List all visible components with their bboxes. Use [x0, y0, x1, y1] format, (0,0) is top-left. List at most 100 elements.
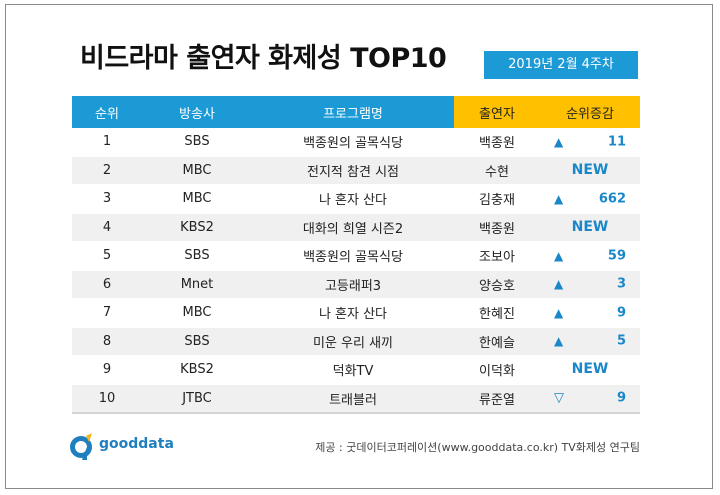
column-header-change: 순위증감 — [540, 96, 640, 128]
performer-cell: 한혜진 — [454, 298, 540, 328]
table-row: 8 SBS 미운 우리 새끼 한예슬 ▲ 5 — [72, 327, 640, 356]
column-header-broadcaster: 방송사 — [142, 96, 252, 128]
broadcaster-cell: MBC — [142, 156, 252, 185]
rank-cell: 7 — [72, 298, 142, 328]
program-cell: 대화의 희열 시즌2 — [252, 213, 454, 242]
rank-cell: 1 — [72, 128, 142, 157]
rank-change: NEW — [540, 356, 640, 384]
gooddata-logo-text: gooddata — [99, 436, 174, 452]
rank-change-value: 3 — [616, 276, 626, 292]
ranking-table-body: 1 SBS 백종원의 골목식당 백종원 ▲ 11 2 MBC 전지적 참견 시점 수현 NEW 3 MB… — [72, 128, 640, 414]
program-cell: 덕화TV — [252, 355, 454, 385]
rank-change: ▲ 5 — [540, 328, 640, 356]
rank-change: NEW — [540, 157, 640, 185]
performer-cell: 한예슬 — [454, 327, 540, 356]
table-row: 3 MBC 나 혼자 산다 김충재 ▲ 662 — [72, 184, 640, 214]
rank-change-value: 662 — [598, 191, 626, 207]
rank-up-arrow-icon: ▲ — [554, 248, 564, 263]
broadcaster-cell: SBS — [142, 128, 252, 157]
rank-up-arrow-icon: ▲ — [554, 277, 564, 292]
broadcaster-cell: KBS2 — [142, 213, 252, 242]
performer-cell: 양승호 — [454, 270, 540, 299]
rank-cell: 5 — [72, 241, 142, 271]
new-entry-badge: NEW — [571, 361, 609, 377]
new-entry-badge: NEW — [571, 161, 609, 178]
rank-cell: 8 — [72, 327, 142, 356]
performer-cell: 이덕화 — [454, 355, 540, 385]
change-cell: ▲ 3 — [540, 270, 640, 299]
rank-change: ▲ 11 — [540, 128, 640, 156]
table-row: 10 JTBC 트래블러 류준열 ▽ 9 — [72, 384, 640, 414]
rank-change-value: 9 — [616, 305, 626, 321]
program-cell: 나 혼자 산다 — [252, 184, 454, 214]
program-cell: 전지적 참견 시점 — [252, 156, 454, 185]
table-row: 6 Mnet 고등래퍼3 양승호 ▲ 3 — [72, 270, 640, 299]
rank-change: ▲ 59 — [540, 242, 640, 270]
rank-change-value: 11 — [607, 134, 626, 150]
program-cell: 미운 우리 새끼 — [252, 327, 454, 356]
performer-cell: 수현 — [454, 156, 540, 185]
broadcaster-cell: KBS2 — [142, 355, 252, 385]
rank-up-arrow-icon: ▲ — [554, 191, 564, 206]
performer-cell: 백종원 — [454, 128, 540, 157]
rank-down-arrow-icon: ▽ — [554, 390, 564, 406]
ranking-table: 순위 방송사 프로그램명 출연자 순위증감 1 SBS 백종원의 골목식당 백종원 ▲ 1… — [72, 96, 640, 414]
change-cell: NEW — [540, 156, 640, 185]
broadcaster-cell: MBC — [142, 298, 252, 328]
change-cell: ▲ 59 — [540, 241, 640, 271]
change-cell: NEW — [540, 213, 640, 242]
rank-cell: 6 — [72, 270, 142, 299]
source-credit: 제공 : 굿데이터코퍼레이션(www.gooddata.co.kr) TV화제성… — [315, 441, 640, 454]
performer-cell: 김충재 — [454, 184, 540, 214]
change-cell: ▲ 5 — [540, 327, 640, 356]
rank-change: ▽ 9 — [540, 385, 640, 413]
rank-cell: 4 — [72, 213, 142, 242]
change-cell: ▽ 9 — [540, 384, 640, 414]
broadcaster-cell: MBC — [142, 184, 252, 214]
rank-change-value: 59 — [607, 248, 626, 264]
table-row: 2 MBC 전지적 참견 시점 수현 NEW — [72, 156, 640, 185]
rank-cell: 2 — [72, 156, 142, 185]
rank-change: ▲ 9 — [540, 299, 640, 327]
program-cell: 나 혼자 산다 — [252, 298, 454, 328]
column-header-performer: 출연자 — [454, 96, 540, 128]
program-cell: 백종원의 골목식당 — [252, 128, 454, 157]
table-row: 1 SBS 백종원의 골목식당 백종원 ▲ 11 — [72, 128, 640, 157]
performer-cell: 조보아 — [454, 241, 540, 271]
rank-up-arrow-icon: ▲ — [554, 305, 564, 320]
change-cell: ▲ 9 — [540, 298, 640, 328]
new-entry-badge: NEW — [571, 218, 609, 235]
rank-cell: 9 — [72, 355, 142, 385]
broadcaster-cell: SBS — [142, 327, 252, 356]
rank-change: ▲ 3 — [540, 271, 640, 299]
rank-up-arrow-icon: ▲ — [554, 134, 564, 149]
broadcaster-cell: JTBC — [142, 384, 252, 414]
change-cell: ▲ 11 — [540, 128, 640, 157]
change-cell: ▲ 662 — [540, 184, 640, 214]
program-cell: 트래블러 — [252, 384, 454, 414]
table-row: 9 KBS2 덕화TV 이덕화 NEW — [72, 355, 640, 385]
program-cell: 고등래퍼3 — [252, 270, 454, 299]
week-badge: 2019년 2월 4주차 — [484, 51, 638, 79]
table-header-row: 순위 방송사 프로그램명 출연자 순위증감 — [72, 96, 640, 128]
performer-cell: 류준열 — [454, 384, 540, 414]
column-header-rank: 순위 — [72, 96, 142, 128]
rank-cell: 3 — [72, 184, 142, 214]
rank-change: ▲ 662 — [540, 185, 640, 213]
rank-cell: 10 — [72, 384, 142, 414]
column-header-program: 프로그램명 — [252, 96, 454, 128]
gooddata-logo-icon — [70, 433, 92, 460]
broadcaster-cell: SBS — [142, 241, 252, 271]
page-title: 비드라마 출연자 화제성 TOP10 — [80, 43, 447, 74]
rank-up-arrow-icon: ▲ — [554, 334, 564, 349]
rank-change: NEW — [540, 214, 640, 242]
change-cell: NEW — [540, 355, 640, 385]
performer-cell: 백종원 — [454, 213, 540, 242]
rank-change-value: 5 — [616, 333, 626, 349]
table-row: 7 MBC 나 혼자 산다 한혜진 ▲ 9 — [72, 298, 640, 328]
program-cell: 백종원의 골목식당 — [252, 241, 454, 271]
table-row: 5 SBS 백종원의 골목식당 조보아 ▲ 59 — [72, 241, 640, 271]
broadcaster-cell: Mnet — [142, 270, 252, 299]
rank-change-value: 9 — [616, 390, 626, 406]
table-row: 4 KBS2 대화의 희열 시즌2 백종원 NEW — [72, 213, 640, 242]
